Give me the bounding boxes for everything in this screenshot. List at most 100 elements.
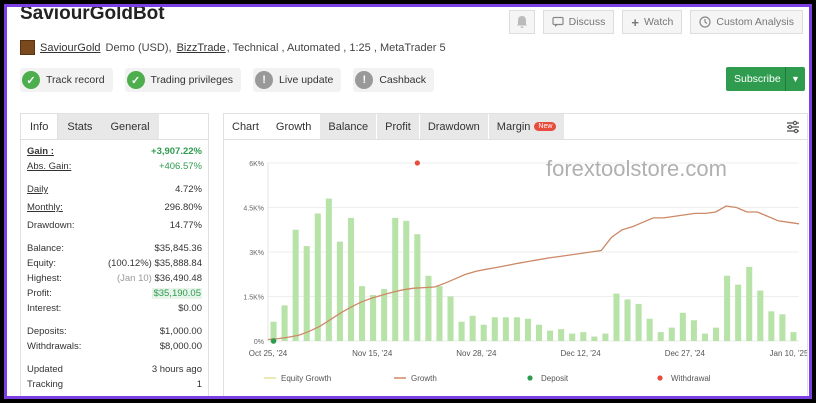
- chevron-down-icon[interactable]: ▼: [785, 67, 805, 91]
- chart-bar: [358, 286, 366, 341]
- watermark-text: forextoolstore.com: [546, 156, 727, 181]
- tab-chart[interactable]: Chart: [224, 114, 268, 139]
- badge-cashback[interactable]: ! Cashback: [353, 68, 435, 92]
- tab-balance[interactable]: Balance: [320, 114, 378, 139]
- chart-bar: [724, 275, 731, 341]
- notify-button[interactable]: [508, 10, 535, 34]
- row-daily: Daily 4.72%: [27, 182, 202, 197]
- discuss-button[interactable]: Discuss: [542, 10, 615, 34]
- equity-label: Equity:: [27, 258, 57, 269]
- highest-value: $36,490.48: [154, 273, 202, 284]
- chart-bar: [458, 321, 465, 341]
- abs-gain-label[interactable]: Abs. Gain:: [27, 161, 72, 172]
- updated-value: 3 hours ago: [151, 364, 202, 375]
- stats-panel: Info Stats General Gain : +3,907.22% Abs…: [20, 113, 209, 396]
- monthly-value: 296.80%: [164, 202, 202, 213]
- plus-icon: +: [631, 14, 639, 30]
- check-icon: ✓: [22, 71, 40, 89]
- chart-bar: [370, 295, 377, 341]
- highest-date: (Jan 10): [116, 273, 152, 284]
- row-gain: Gain : +3,907.22%: [27, 144, 202, 159]
- deposits-value: $1,000.00: [159, 326, 202, 337]
- chart-bar: [712, 327, 720, 341]
- equity-percent: (100.12%): [107, 258, 152, 269]
- tab-profit[interactable]: Profit: [377, 114, 420, 139]
- highest-label: Highest:: [27, 273, 62, 284]
- chart-bar: [602, 333, 609, 341]
- badge-track-record[interactable]: ✓ Track record: [20, 68, 113, 92]
- withdrawals-value: $8,000.00: [159, 341, 202, 352]
- exclamation-icon: !: [355, 71, 374, 89]
- chart-bar: [701, 333, 709, 341]
- growth-line: [267, 205, 800, 341]
- chart-bar: [281, 305, 288, 341]
- row-highest: Highest: (Jan 10) $36,490.48: [27, 271, 202, 286]
- legend-label: Withdrawal: [671, 374, 711, 383]
- chart-bar: [303, 246, 310, 341]
- row-withdrawals: Withdrawals: $8,000.00: [27, 339, 202, 354]
- badge-trading-privileges[interactable]: ✓ Trading privileges: [124, 68, 242, 92]
- tracking-label: Tracking: [27, 379, 64, 390]
- balance-value: $35,845.36: [154, 243, 202, 254]
- deposit-point: [270, 338, 277, 344]
- tab-general[interactable]: General: [101, 114, 159, 139]
- chart-bar: [425, 275, 432, 341]
- chart-bar: [524, 318, 532, 341]
- chart-bar: [336, 241, 343, 341]
- chart-bar: [779, 314, 786, 341]
- gain-label[interactable]: Gain :: [27, 146, 54, 157]
- page-frame: SaviourGoldBot Discuss + Watch Custom An…: [4, 4, 812, 399]
- monthly-label[interactable]: Monthly:: [27, 202, 63, 213]
- broker-link[interactable]: BizzTrade: [176, 41, 226, 54]
- chart-bar: [757, 290, 764, 341]
- withdrawal-point: [414, 160, 420, 166]
- chart-bar: [314, 213, 321, 341]
- account-details: , Technical , Automated , 1:25 , MetaTra…: [226, 41, 446, 54]
- tab-growth[interactable]: Growth: [267, 114, 321, 139]
- abs-gain-value: +406.57%: [158, 161, 202, 172]
- legend-deposit-swatch: [527, 375, 533, 381]
- chat-icon: [552, 16, 564, 27]
- clock-icon: [699, 16, 711, 28]
- daily-label[interactable]: Daily: [27, 184, 49, 195]
- custom-analysis-button[interactable]: Custom Analysis: [690, 10, 803, 34]
- badge-live-update[interactable]: ! Live update: [253, 68, 342, 92]
- tab-info[interactable]: Info: [21, 114, 59, 139]
- chart-bar: [403, 220, 410, 341]
- y-tick-label: 6K%: [249, 161, 264, 168]
- chart-bar: [436, 286, 443, 341]
- x-tick-label: Nov 15, '24: [352, 349, 393, 358]
- chart-bar: [569, 333, 576, 341]
- margin-label: Margin: [496, 120, 531, 133]
- watch-button[interactable]: + Watch: [622, 10, 683, 34]
- row-equity: Equity: (100.12%) $35,888.84: [27, 256, 202, 271]
- author-link[interactable]: SaviourGold: [40, 41, 101, 54]
- tab-stats[interactable]: Stats: [58, 114, 102, 139]
- profit-label: Profit:: [27, 288, 52, 299]
- watch-label: Watch: [644, 16, 674, 28]
- y-tick-label: 0%: [254, 339, 264, 346]
- chart-bar: [325, 198, 332, 341]
- top-actions: Discuss + Watch Custom Analysis: [508, 10, 803, 34]
- badge-label: Track record: [46, 74, 105, 86]
- interest-value: $0.00: [178, 303, 202, 314]
- discuss-label: Discuss: [568, 16, 606, 28]
- x-tick-label: Dec 12, '24: [560, 349, 601, 358]
- chart-bar: [558, 329, 565, 341]
- growth-chart: 0% 1.5K% 3K% 4.5K% 6K% Oct 25, '24 Nov 15, '24…: [243, 160, 807, 383]
- custom-analysis-label: Custom Analysis: [716, 16, 794, 28]
- filter-settings-icon[interactable]: [785, 119, 801, 135]
- chart-bar: [768, 311, 775, 341]
- chart-bar: [491, 317, 498, 341]
- daily-value: 4.72%: [175, 184, 202, 195]
- chart-bar: [513, 317, 520, 341]
- tab-margin[interactable]: Margin New: [488, 114, 566, 139]
- chart-bar: [657, 332, 664, 341]
- subscribe-button[interactable]: Subscribe ▼: [726, 67, 805, 91]
- bell-icon: [516, 16, 527, 28]
- chart-bar: [668, 327, 675, 341]
- account-meta: SaviourGold Demo (USD), BizzTrade , Tech…: [20, 40, 446, 55]
- chart-bar: [624, 299, 631, 341]
- tab-drawdown[interactable]: Drawdown: [419, 114, 489, 139]
- check-icon: ✓: [126, 71, 145, 89]
